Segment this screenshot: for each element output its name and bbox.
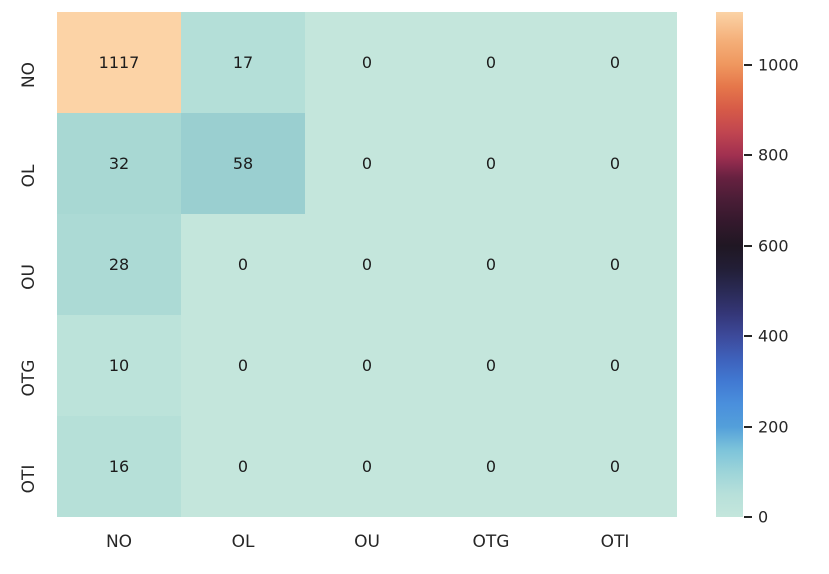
y-tick-label: NO	[19, 61, 39, 88]
heatmap-cell: 0	[305, 315, 429, 416]
colorbar-tick-label: 200	[758, 417, 789, 437]
heatmap-cell: 0	[429, 416, 553, 517]
heatmap-cell: 0	[181, 315, 305, 416]
colorbar-tick-mark	[744, 63, 752, 66]
heatmap-cell: 0	[429, 214, 553, 315]
heatmap-cell: 1117	[57, 12, 181, 113]
cell-value: 0	[361, 356, 373, 375]
cell-value: 0	[485, 356, 497, 375]
cell-value: 0	[485, 255, 497, 274]
y-tick-label: OTI	[19, 464, 39, 493]
cell-value: 0	[485, 154, 497, 173]
x-tick-label: OL	[231, 532, 255, 552]
cell-value: 0	[609, 255, 621, 274]
cell-value: 17	[232, 53, 254, 72]
heatmap-cell: 0	[429, 12, 553, 113]
heatmap-cell: 0	[305, 416, 429, 517]
heatmap-cell: 0	[429, 315, 553, 416]
cell-value: 0	[609, 356, 621, 375]
heatmap-cell: 0	[181, 416, 305, 517]
cell-value: 0	[361, 457, 373, 476]
heatmap-cell: 0	[553, 214, 677, 315]
cell-value: 10	[108, 356, 130, 375]
y-tick-label: OU	[19, 263, 39, 290]
cell-value: 0	[237, 255, 249, 274]
heatmap-cell: 17	[181, 12, 305, 113]
colorbar-tick-label: 400	[758, 326, 789, 346]
heatmap-cell: 0	[553, 315, 677, 416]
colorbar-tick-label: 600	[758, 236, 789, 256]
colorbar-tick-mark	[744, 335, 752, 338]
x-tick-label: NO	[105, 532, 133, 552]
colorbar-tick-label: 0	[758, 507, 769, 527]
colorbar	[716, 12, 743, 517]
cell-value: 58	[232, 154, 254, 173]
cell-value: 16	[108, 457, 130, 476]
y-tick-label: OL	[19, 164, 39, 187]
heatmap-cell: 0	[553, 416, 677, 517]
x-tick-label: OTI	[600, 532, 630, 552]
cell-value: 0	[361, 53, 373, 72]
colorbar-tick-mark	[744, 154, 752, 157]
heatmap-grid: 1117 17 0 0 0 32 58 0 0 0 28 0 0 0 0 10 0 0 0 0 16 0 0 0 0	[57, 12, 677, 517]
heatmap-cell: 58	[181, 113, 305, 214]
y-tick-label: OTG	[19, 359, 39, 396]
heatmap-cell: 0	[305, 12, 429, 113]
colorbar-tick-mark	[744, 516, 752, 518]
x-tick-label: OTG	[472, 532, 510, 552]
heatmap-cell: 0	[553, 113, 677, 214]
cell-value: 0	[237, 356, 249, 375]
heatmap-cell: 16	[57, 416, 181, 517]
cell-value: 32	[108, 154, 130, 173]
cell-value: 0	[609, 457, 621, 476]
cell-value: 1117	[98, 53, 140, 72]
cell-value: 0	[609, 154, 621, 173]
heatmap-cell: 0	[181, 214, 305, 315]
heatmap-cell: 0	[553, 12, 677, 113]
x-axis-tick-labels: NO OL OU OTG OTI	[57, 529, 677, 555]
cell-value: 0	[485, 457, 497, 476]
colorbar-tick-label: 800	[758, 145, 789, 165]
cell-value: 28	[108, 255, 130, 274]
heatmap-cell: 28	[57, 214, 181, 315]
colorbar-tick-label: 1000	[758, 55, 799, 75]
cell-value: 0	[609, 53, 621, 72]
heatmap-cell: 0	[429, 113, 553, 214]
colorbar-tick-mark	[744, 425, 752, 428]
cell-value: 0	[361, 255, 373, 274]
cell-value: 0	[237, 457, 249, 476]
x-tick-label: OU	[354, 532, 380, 552]
heatmap-cell: 0	[305, 113, 429, 214]
cell-value: 0	[485, 53, 497, 72]
heatmap-cell: 10	[57, 315, 181, 416]
heatmap-cell: 0	[305, 214, 429, 315]
heatmap-cell: 32	[57, 113, 181, 214]
colorbar-tick-mark	[744, 244, 752, 247]
cell-value: 0	[361, 154, 373, 173]
